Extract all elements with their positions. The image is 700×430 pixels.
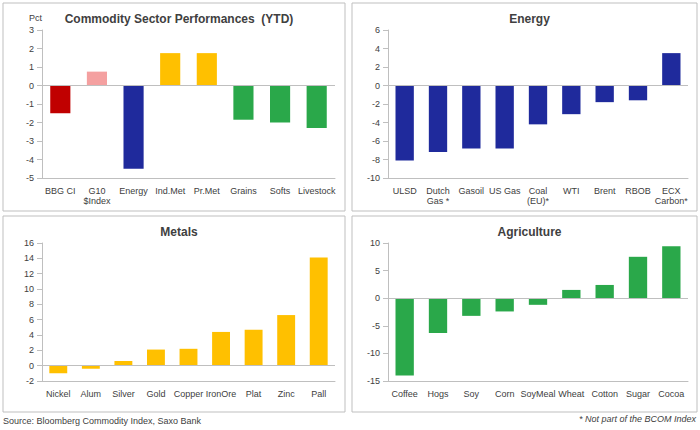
svg-text:Grains: Grains (230, 186, 257, 196)
svg-text:2: 2 (29, 44, 34, 54)
svg-text:Nickel: Nickel (46, 389, 71, 399)
svg-text:-8: -8 (372, 155, 380, 165)
svg-text:Wheat: Wheat (558, 389, 585, 399)
svg-text:-5: -5 (26, 173, 34, 183)
svg-text:5: 5 (375, 266, 380, 276)
svg-text:10: 10 (370, 238, 380, 248)
svg-text:-1: -1 (26, 99, 34, 109)
svg-text:Cotton: Cotton (591, 389, 618, 399)
svg-text:ECX: ECX (662, 186, 681, 196)
svg-text:Coffee: Coffee (391, 389, 417, 399)
svg-text:-2: -2 (372, 99, 380, 109)
svg-text:-10: -10 (367, 173, 380, 183)
svg-text:Metals: Metals (160, 225, 198, 239)
svg-text:16: 16 (24, 238, 34, 248)
svg-text:-5: -5 (372, 321, 380, 331)
svg-text:Livestock: Livestock (298, 186, 336, 196)
svg-text:WTI: WTI (563, 186, 580, 196)
svg-text:0: 0 (29, 361, 34, 371)
svg-text:Plat: Plat (246, 389, 262, 399)
svg-text:6: 6 (375, 25, 380, 35)
svg-text:2: 2 (29, 345, 34, 355)
svg-text:IronOre: IronOre (206, 389, 237, 399)
svg-text:-2: -2 (26, 118, 34, 128)
svg-text:1: 1 (29, 62, 34, 72)
svg-text:-15: -15 (367, 376, 380, 386)
svg-text:Zinc: Zinc (278, 389, 296, 399)
svg-text:Corn: Corn (495, 389, 515, 399)
svg-text:Alum: Alum (81, 389, 102, 399)
svg-text:3: 3 (29, 25, 34, 35)
svg-text:$Index: $Index (83, 196, 111, 206)
svg-text:Pall: Pall (311, 389, 326, 399)
svg-text:Energy: Energy (119, 186, 148, 196)
svg-text:Softs: Softs (270, 186, 291, 196)
svg-text:ULSD: ULSD (393, 186, 418, 196)
svg-text:12: 12 (24, 269, 34, 279)
svg-text:Soy: Soy (464, 389, 480, 399)
svg-text:0: 0 (375, 293, 380, 303)
svg-text:RBOB: RBOB (625, 186, 651, 196)
svg-text:Pr.Met: Pr.Met (194, 186, 221, 196)
svg-text:4: 4 (29, 330, 34, 340)
svg-text:Sugar: Sugar (626, 389, 650, 399)
svg-text:0: 0 (29, 81, 34, 91)
svg-text:2: 2 (375, 62, 380, 72)
svg-text:Cocoa: Cocoa (658, 389, 684, 399)
svg-text:Coal: Coal (529, 186, 548, 196)
svg-text:SoyMeal: SoyMeal (520, 389, 555, 399)
svg-text:8: 8 (29, 299, 34, 309)
svg-text:10: 10 (24, 284, 34, 294)
svg-text:Energy: Energy (509, 12, 550, 26)
svg-text:Commodity Sector Performances: Commodity Sector Performances (YTD) (65, 12, 294, 26)
svg-text:Ind.Met: Ind.Met (155, 186, 186, 196)
svg-text:Copper: Copper (174, 389, 204, 399)
svg-text:Dutch: Dutch (426, 186, 450, 196)
svg-text:-3: -3 (26, 136, 34, 146)
svg-text:Hogs: Hogs (427, 389, 449, 399)
svg-text:BBG CI: BBG CI (45, 186, 76, 196)
svg-text:-4: -4 (372, 118, 380, 128)
svg-text:Agriculture: Agriculture (497, 225, 561, 239)
svg-text:Pct: Pct (29, 13, 43, 23)
svg-text:Source: Bloomberg Commodity In: Source: Bloomberg Commodity Index, Saxo … (3, 416, 202, 426)
svg-text:-10: -10 (367, 348, 380, 358)
svg-text:Carbon*: Carbon* (655, 196, 689, 206)
svg-text:-4: -4 (26, 155, 34, 165)
svg-text:-6: -6 (372, 136, 380, 146)
svg-text:Brent: Brent (594, 186, 616, 196)
svg-text:G10: G10 (88, 186, 105, 196)
svg-text:Gold: Gold (146, 389, 165, 399)
svg-text:Gas *: Gas * (427, 196, 450, 206)
svg-text:0: 0 (375, 81, 380, 91)
svg-text:* Not part of the BCOM Index: * Not part of the BCOM Index (579, 414, 697, 424)
svg-text:US Gas: US Gas (489, 186, 521, 196)
svg-text:Silver: Silver (112, 389, 135, 399)
svg-text:-2: -2 (26, 376, 34, 386)
svg-text:6: 6 (29, 315, 34, 325)
svg-text:Gasoil: Gasoil (459, 186, 485, 196)
svg-text:4: 4 (375, 44, 380, 54)
svg-text:(EU)*: (EU)* (527, 196, 549, 206)
svg-text:14: 14 (24, 253, 34, 263)
